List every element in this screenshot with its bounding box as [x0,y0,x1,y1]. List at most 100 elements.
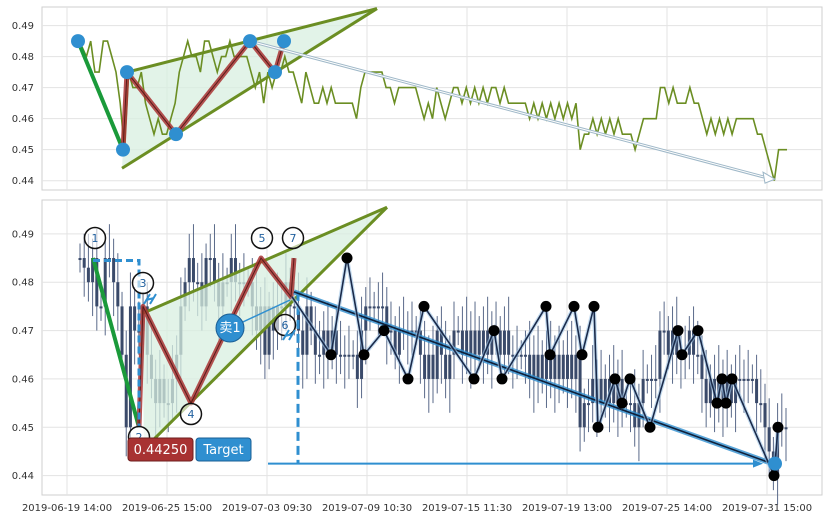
dark-path-point [325,349,337,361]
candle-body [418,330,422,355]
dark-path-point [402,373,414,385]
dark-path-point [378,325,390,337]
bottom-y-tick-label: 0.46 [12,374,34,385]
dark-path-point [644,421,656,433]
candle-body [116,282,120,307]
candle-body [507,330,511,355]
top-y-tick-label: 0.45 [12,145,34,156]
candle-body [86,267,90,283]
candle-body [767,427,771,452]
pivot-label-number: 6 [282,319,289,332]
target-arrowhead [753,459,763,468]
x-tick-label: 2019-07-03 09:30 [222,503,312,514]
dark-path-point [568,300,580,312]
candle-body [427,354,431,379]
candle-body [187,258,191,283]
candle-body [82,258,86,268]
pivot-label-number: 1 [92,232,99,245]
x-tick-label: 2019-07-25 14:00 [622,503,712,514]
candle-body [381,306,385,309]
candle-body [452,330,456,355]
top-y-tick-label: 0.44 [12,176,34,187]
pivot-label-circle [83,226,107,250]
trend-target-line-core [293,291,773,465]
bottom-y-tick-label: 0.45 [12,423,34,434]
candle-body [557,354,561,379]
candle-body [603,378,607,404]
candle-body [746,378,750,381]
candle-body [536,354,540,379]
dark-path-point [624,373,636,385]
candle-body [78,258,82,261]
candle-body [629,403,633,406]
candle-body [729,378,733,404]
dark-path-point [692,325,704,337]
dark-path-point [544,349,556,361]
dark-path-point [341,252,353,264]
candle-body [91,258,95,283]
top-pivot-point [116,142,130,157]
dark-path-point [540,300,552,312]
candle-body [473,330,477,355]
candle-body [372,306,376,309]
price-badge [127,437,194,462]
x-tick-label: 2019-07-09 10:30 [322,503,412,514]
candle-body [574,354,578,379]
pivot-label-circle [281,226,305,250]
entry-dashed-guide [93,258,141,428]
target-badge-label: Target [202,443,243,458]
top-pattern-lower-edge [121,7,378,170]
candle-body [233,258,237,283]
dark-path-point [716,373,728,385]
pivot-label-number: 7 [290,232,297,245]
candle-body [397,330,401,355]
dark-path-point [616,397,628,409]
x-tick-label: 2019-06-25 15:00 [122,503,212,514]
candle-body [414,330,418,333]
x-tick-label: 2019-07-31 15:00 [722,503,812,514]
top-pivot-point [268,65,282,80]
candle-body [99,306,103,309]
candle-body [431,354,435,379]
top-first-leg [76,40,125,151]
candle-body [692,330,696,355]
dark-path-point [496,373,508,385]
candle-body [137,330,141,333]
price-badge-label: 0.44250 [134,443,188,458]
candle-body [376,306,380,309]
dark-path-point [468,373,480,385]
top-projection-arrowhead [762,171,777,184]
candle-body [460,330,464,355]
x-tick-label: 2019-06-19 14:00 [22,503,112,514]
candle-body [523,354,527,357]
candle-body [196,282,200,285]
bottom-y-tick-label: 0.48 [12,278,34,289]
top-chart-panel: 0.44 0.45 0.46 0.47 0.48 0.49 [12,6,823,191]
candle-body [385,306,389,331]
candle-body [212,258,216,283]
dark-path-point [576,349,588,361]
sell-marker-label: 卖1 [219,321,240,336]
candle-body [666,330,670,355]
target-point [768,456,782,471]
candle-body [565,354,569,379]
candle-body [708,378,712,404]
pivot-label-number: 5 [259,232,266,245]
candle-body [229,258,233,283]
candle-body [448,354,452,379]
candle-body [301,330,305,355]
candle-body [351,354,355,357]
pivot-label-number: 4 [188,408,195,421]
candle-body [498,330,502,355]
candle-body [763,403,767,428]
dark-path-point [418,300,430,312]
candle-body [95,258,99,307]
dark-path-point [592,421,604,433]
candle-body [481,330,485,355]
bottom-y-tick-label: 0.49 [12,229,34,240]
top-y-tick-label: 0.47 [12,83,34,94]
candle-body [561,354,565,379]
dark-path-point [488,325,500,337]
candle-body [784,427,788,430]
candle-body [620,378,624,404]
